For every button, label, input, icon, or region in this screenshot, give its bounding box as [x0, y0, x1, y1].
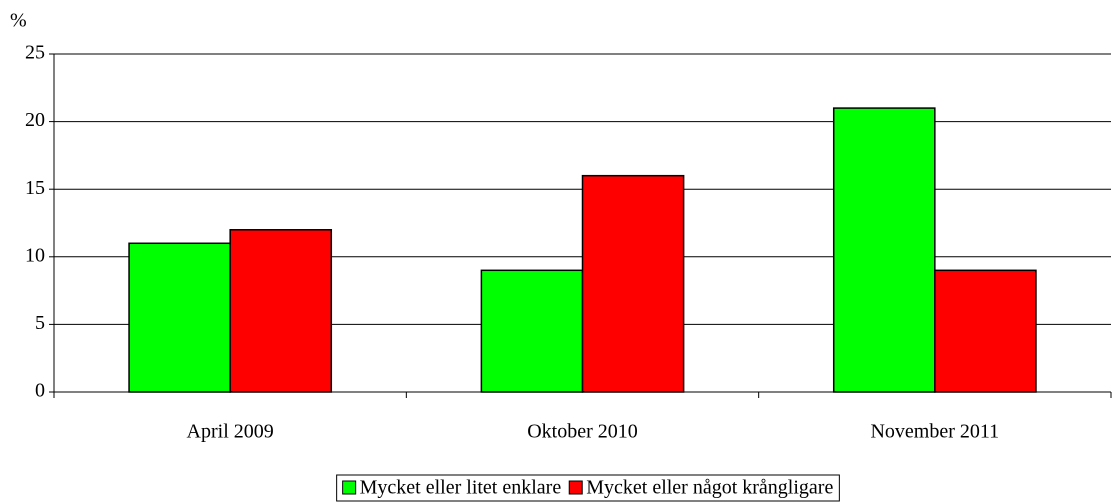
bar [581, 174, 685, 393]
legend-swatch [568, 480, 583, 495]
y-tick-label: 10 [25, 244, 45, 266]
bar [832, 107, 936, 393]
x-tick-label: April 2009 [187, 421, 274, 443]
legend-label: Mycket eller litet enklare [360, 477, 562, 499]
legend-label: Mycket eller något krångligare [586, 477, 833, 499]
y-tick-label: 5 [35, 312, 45, 334]
y-tick-label: 20 [25, 109, 45, 131]
bar [229, 229, 333, 393]
legend-swatch [342, 480, 357, 495]
y-tick-label: 25 [25, 42, 45, 64]
bar [128, 242, 231, 393]
y-axis-label: % [10, 10, 27, 32]
bar [934, 269, 1037, 393]
bar [480, 269, 584, 393]
y-tick-label: 15 [25, 177, 45, 199]
x-tick-label: November 2011 [870, 421, 999, 443]
x-tick-label: Oktober 2010 [527, 421, 638, 443]
legend [336, 474, 840, 502]
y-tick-label: 0 [35, 380, 45, 402]
